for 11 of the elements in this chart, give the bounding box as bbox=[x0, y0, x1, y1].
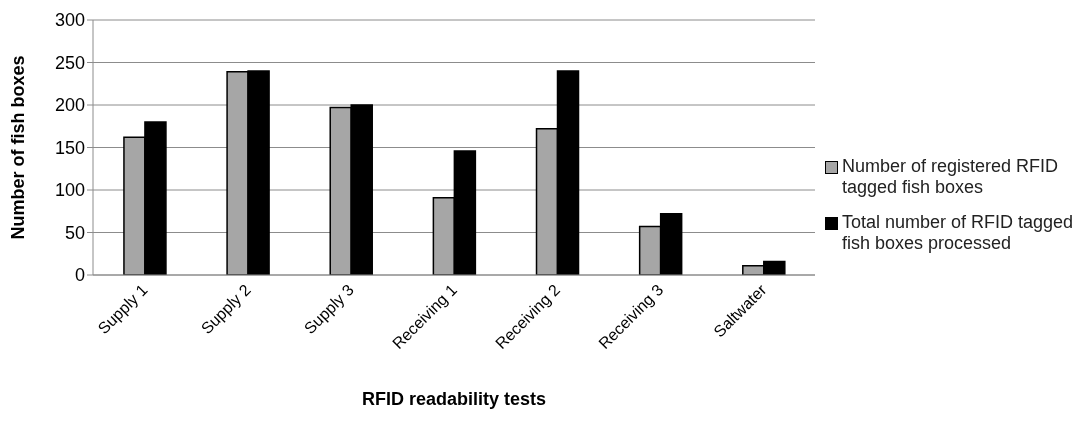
y-tick-label: 100 bbox=[54, 180, 85, 201]
y-axis-title: Number of fish boxes bbox=[8, 55, 29, 240]
y-tick-label: 150 bbox=[54, 137, 85, 158]
y-tick-label: 300 bbox=[54, 10, 85, 31]
y-tick-label: 0 bbox=[74, 265, 85, 286]
legend-label: Total number of RFID tagged fish boxes processed bbox=[842, 211, 1075, 254]
legend-label: Number of registered RFID tagged fish boxes bbox=[842, 155, 1060, 198]
y-tick-label: 250 bbox=[54, 52, 85, 73]
y-tick-label: 50 bbox=[64, 222, 85, 243]
y-tick-label: 200 bbox=[54, 95, 85, 116]
x-axis-title: RFID readability tests bbox=[361, 389, 547, 409]
